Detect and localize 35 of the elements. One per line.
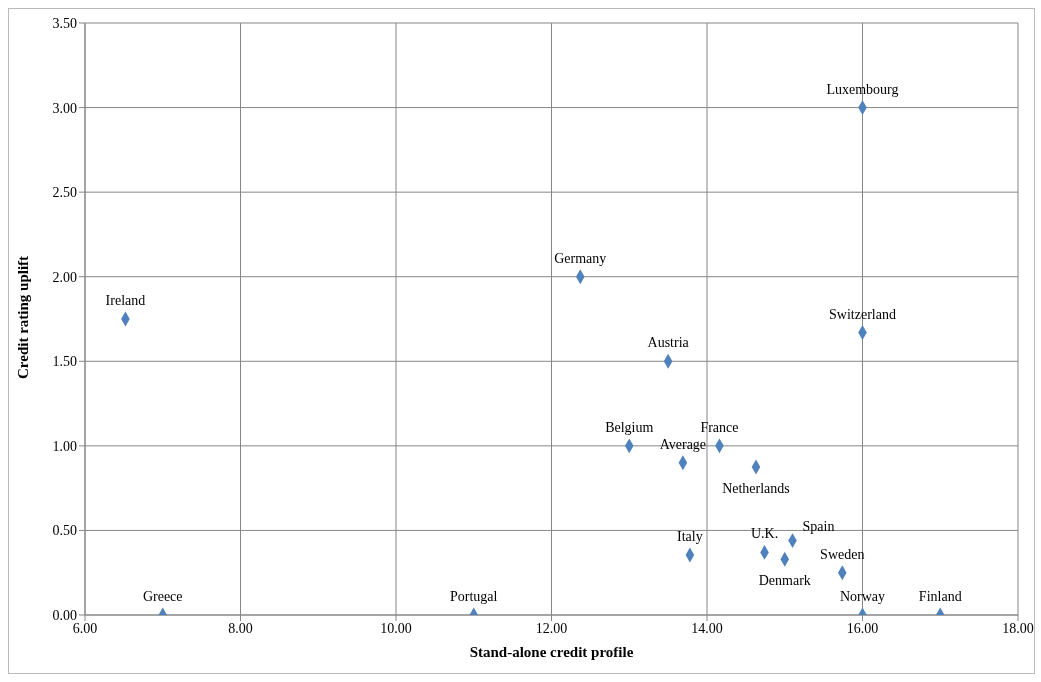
annotation: Portugal xyxy=(450,589,498,604)
x-tick-label: 10.00 xyxy=(380,620,412,636)
annotation: Ireland xyxy=(105,293,146,308)
x-axis-title: Stand-alone credit profile xyxy=(469,644,634,660)
x-tick-label: 12.00 xyxy=(535,620,568,636)
annotation: Netherlands xyxy=(722,481,790,496)
annotation: Sweden xyxy=(820,546,865,562)
annotation: Denmark xyxy=(758,573,811,589)
annotation: Germany xyxy=(554,250,607,266)
annotation: Greece xyxy=(142,589,183,604)
y-axis-title: Credit rating uplift xyxy=(15,255,32,379)
x-tick-label: 8.00 xyxy=(228,620,253,636)
x-tick-label: 16.00 xyxy=(846,620,879,636)
y-tick-label: 0.50 xyxy=(52,523,77,539)
annotation: U.K. xyxy=(750,526,779,542)
y-tick-label: 1.50 xyxy=(52,354,77,370)
y-tick-label: 3.00 xyxy=(52,100,77,116)
y-tick-label: 2.00 xyxy=(52,269,77,285)
x-tick-label: 6.00 xyxy=(72,620,98,636)
x-tick-label: 14.00 xyxy=(691,620,723,636)
annotation: Spain xyxy=(802,518,835,534)
y-tick-label: 2.50 xyxy=(52,185,77,201)
annotation: Austria xyxy=(647,335,690,351)
y-tick-label: 3.50 xyxy=(52,15,77,31)
annotation: Belgium xyxy=(605,419,654,435)
annotation: Finland xyxy=(918,589,962,604)
annotation: Switzerland xyxy=(829,306,896,322)
x-tick-label: 18.00 xyxy=(1002,620,1034,636)
y-tick-label: 1.00 xyxy=(52,438,77,454)
y-tick-label: 0.00 xyxy=(52,607,77,623)
annotation: Average xyxy=(659,436,707,452)
annotation: Norway xyxy=(839,589,886,604)
annotation: Luxembourg xyxy=(826,81,899,97)
annotation: Italy xyxy=(677,528,703,544)
annotation: France xyxy=(700,419,739,435)
